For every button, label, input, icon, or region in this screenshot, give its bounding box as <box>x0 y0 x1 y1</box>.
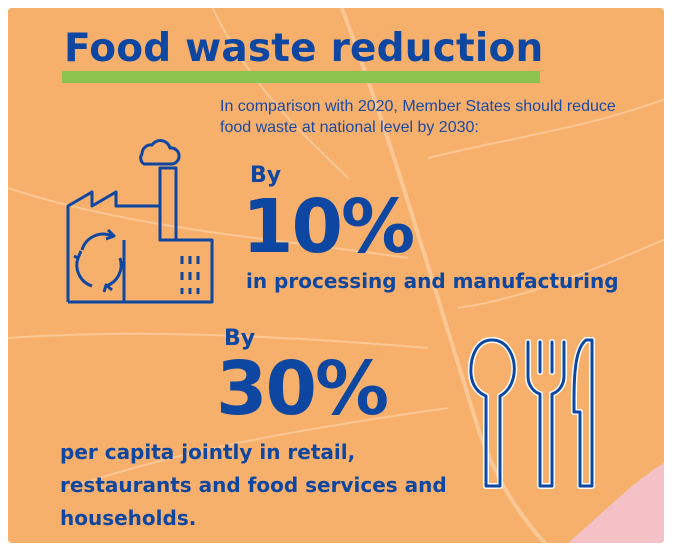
target-2-by: By <box>224 326 256 351</box>
page-title: Food waste reduction <box>64 26 544 71</box>
infographic-card: Food waste reduction In comparison with … <box>8 8 664 543</box>
title-underline <box>62 71 540 83</box>
intro-text: In comparison with 2020, Member States s… <box>220 98 616 136</box>
target-1-by: By <box>250 163 282 188</box>
target-2-percent: 30% <box>216 346 389 432</box>
target-2-description: per capita jointly in retail, restaurant… <box>60 440 447 530</box>
target-1-percent: 10% <box>242 184 415 270</box>
cutlery-icon <box>467 337 595 489</box>
factory-icon <box>66 139 214 304</box>
target-1-description: in processing and manufacturing <box>246 269 619 293</box>
